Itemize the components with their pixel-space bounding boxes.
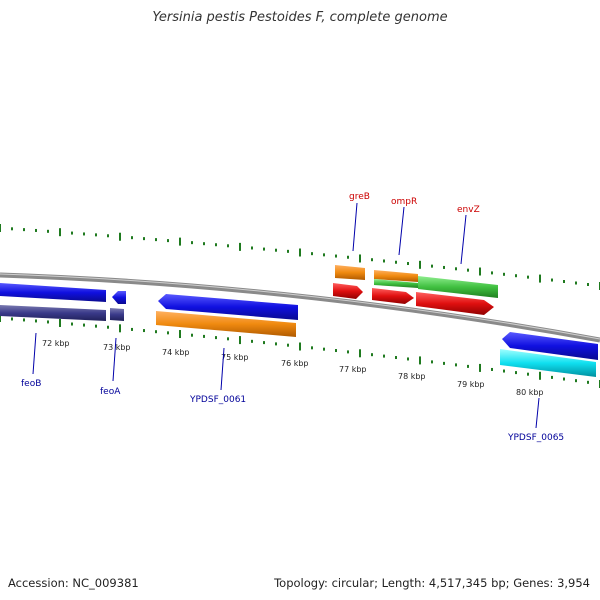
scale-labels: 72 kbp 73 kbp 74 kbp 75 kbp 76 kbp 77 kb… bbox=[42, 339, 544, 397]
reverse-gene-labels: feoB feoA YPDSF_0061 YPDSF_0065 bbox=[21, 332, 564, 443]
tick-label: 76 kbp bbox=[281, 359, 309, 368]
genome-summary: Topology: circular; Length: 4,517,345 bp… bbox=[274, 576, 590, 590]
gene-greb-arrow[interactable] bbox=[335, 265, 365, 280]
leader-line bbox=[460, 214, 467, 265]
gene-envz-arrow[interactable] bbox=[418, 276, 498, 298]
gene-feoa-arrow[interactable] bbox=[112, 291, 126, 304]
leader-line bbox=[32, 332, 37, 375]
gene-ompr-green[interactable] bbox=[374, 279, 418, 288]
map-title: Yersinia pestis Pestoides F, complete ge… bbox=[152, 10, 448, 25]
leader-line bbox=[352, 202, 358, 252]
gene-ompr-arrow[interactable] bbox=[374, 270, 418, 282]
gene-envz-red-arrow[interactable] bbox=[416, 292, 494, 315]
gene-label-ypdsf-0065[interactable]: YPDSF_0065 bbox=[507, 433, 564, 443]
reverse-genes bbox=[0, 283, 598, 377]
leader-line bbox=[535, 397, 540, 429]
leader-line bbox=[398, 206, 405, 256]
gene-feoa-band[interactable] bbox=[110, 308, 124, 321]
gene-feob-band[interactable] bbox=[0, 305, 106, 321]
tick-label: 75 kbp bbox=[221, 353, 249, 362]
gene-label-ompr[interactable]: ompR bbox=[391, 197, 417, 207]
tick-label: 72 kbp bbox=[42, 339, 70, 348]
tick-label: 77 kbp bbox=[339, 365, 367, 374]
inner-tick-ring bbox=[0, 314, 600, 388]
tick-label: 73 kbp bbox=[103, 343, 131, 352]
forward-genes bbox=[333, 265, 498, 315]
tick-label: 79 kbp bbox=[457, 380, 485, 389]
tick-label: 74 kbp bbox=[162, 348, 190, 357]
tick-label: 80 kbp bbox=[516, 388, 544, 397]
leader-line bbox=[220, 347, 225, 391]
gene-ypdsf-0061-band[interactable] bbox=[156, 311, 296, 337]
accession-label: Accession: NC_009381 bbox=[8, 576, 139, 590]
gene-label-feob[interactable]: feoB bbox=[21, 379, 41, 389]
tick-label: 78 kbp bbox=[398, 372, 426, 381]
gene-greb-red-arrow[interactable] bbox=[333, 283, 363, 299]
gene-label-greb[interactable]: greB bbox=[349, 192, 370, 202]
gene-label-feoa[interactable]: feoA bbox=[100, 387, 121, 397]
gene-feob-arrow[interactable] bbox=[0, 283, 106, 302]
gene-label-ypdsf-0061[interactable]: YPDSF_0061 bbox=[189, 395, 246, 405]
gene-label-envz[interactable]: envZ bbox=[457, 205, 480, 215]
leader-line bbox=[112, 337, 117, 382]
gene-ypdsf-0061-arrow[interactable] bbox=[158, 294, 298, 320]
gene-ompr-red-arrow[interactable] bbox=[372, 288, 414, 304]
outer-tick-ring bbox=[0, 224, 600, 290]
genome-backbone-highlight bbox=[0, 273, 600, 340]
genome-backbone bbox=[0, 272, 600, 343]
gene-ypdsf-0065-arrow[interactable] bbox=[502, 332, 598, 360]
forward-gene-labels: greB ompR envZ bbox=[349, 192, 480, 265]
gene-ypdsf-0065-band[interactable] bbox=[500, 349, 596, 377]
